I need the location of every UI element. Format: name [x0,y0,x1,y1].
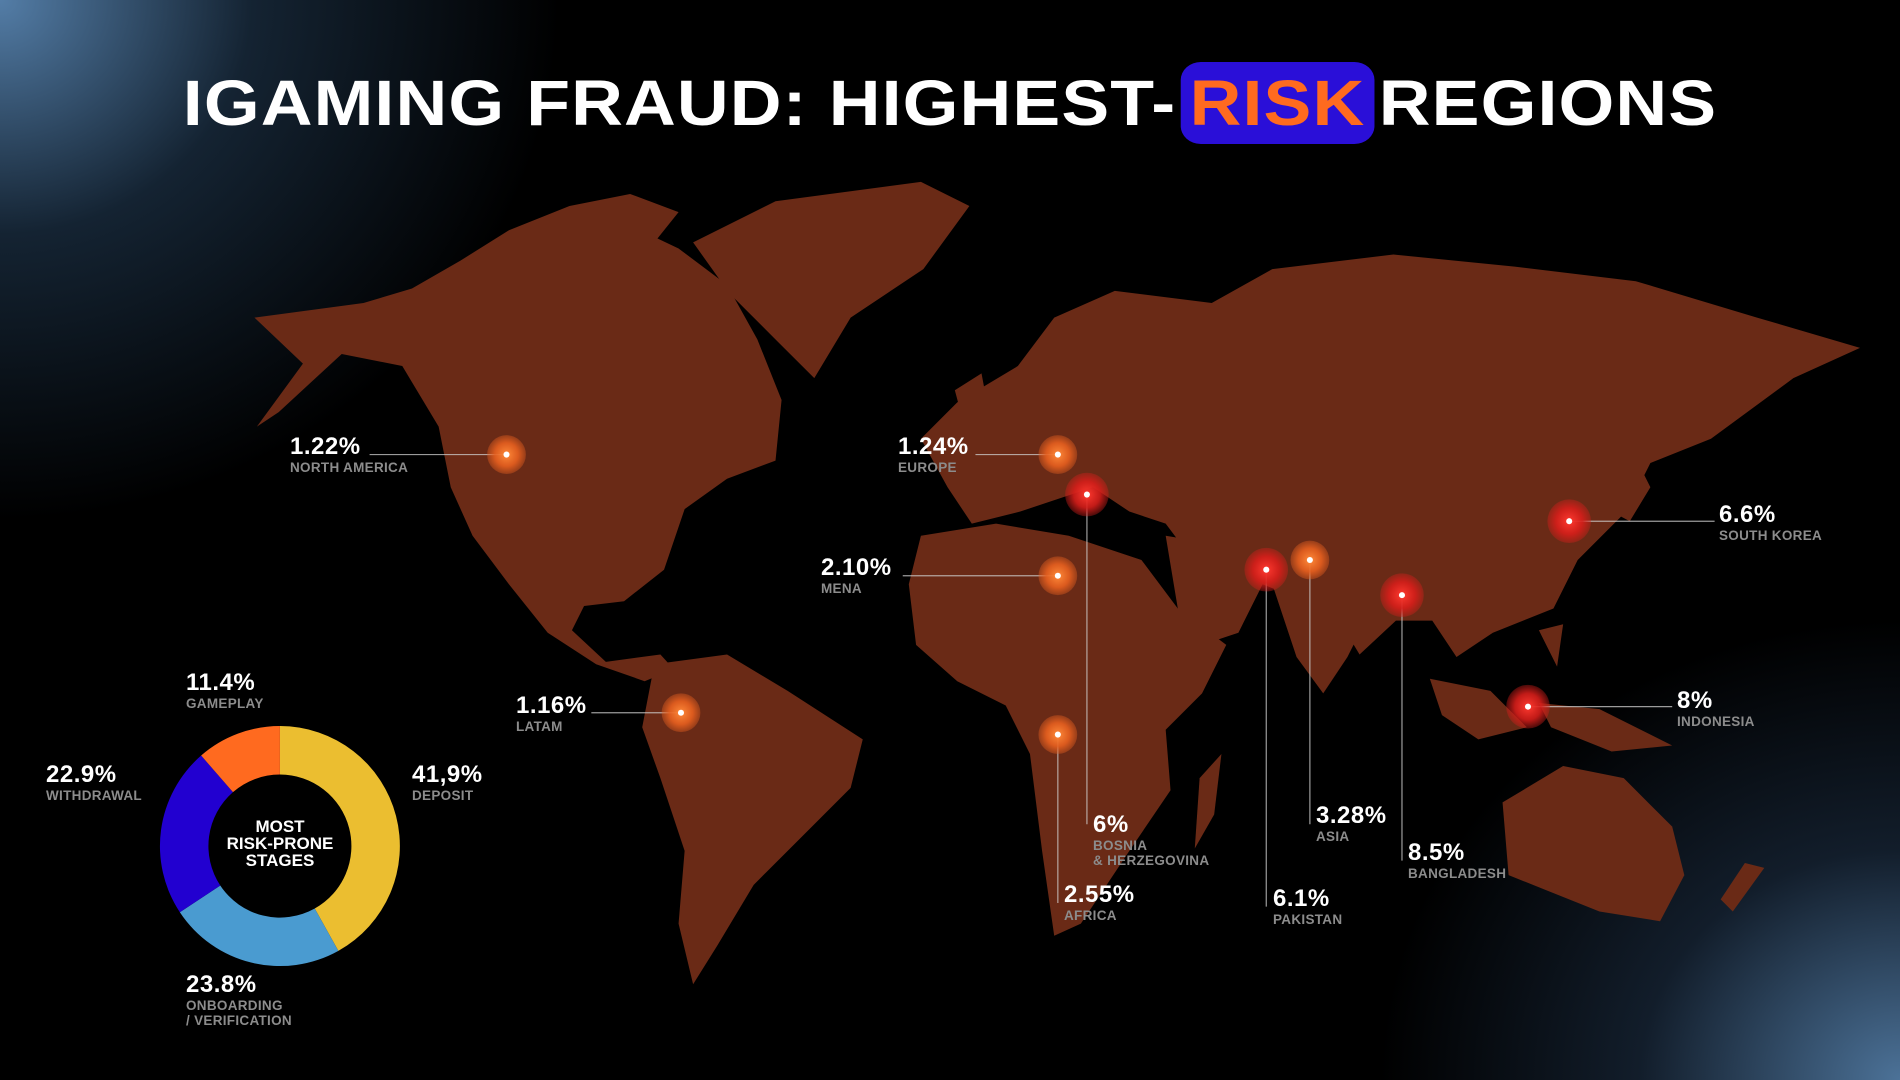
label-south-korea: 6.6% SOUTH KOREA [1719,501,1823,544]
region-name: SOUTH KOREA [1719,528,1823,543]
slice-value: 22.9% [46,761,117,788]
region-value: 6.1% [1273,885,1330,912]
slice-label-onboarding: 23.8% ONBOARDING / VERIFICATION [186,971,292,1029]
title-highlight: RISK [1180,62,1375,144]
region-name: INDONESIA [1677,714,1755,729]
slice-name: GAMEPLAY [186,696,264,711]
region-value: 3.28% [1316,802,1387,829]
slice-name: ONBOARDING [186,998,283,1013]
region-name: ASIA [1316,829,1350,844]
greenland [693,181,970,379]
label-pakistan: 6.1% PAKISTAN [1273,885,1343,928]
region-name-line2: & HERZEGOVINA [1093,853,1210,868]
marker-pakistan[interactable] [1244,547,1289,592]
south-america [642,654,863,985]
title-pre: IGAMING FRAUD: HIGHEST- [182,67,1177,139]
region-name: NORTH AMERICA [290,460,409,475]
label-latam: 1.16% LATAM [516,692,587,735]
marker-africa[interactable] [1038,715,1078,754]
region-value: 8% [1677,687,1713,714]
donut-slice-onboarding-verification [179,885,339,967]
region-value: 1.16% [516,692,587,719]
arctic-islands [460,193,679,261]
region-value: 6.6% [1719,501,1776,528]
region-name: EUROPE [898,460,957,475]
region-name: LATAM [516,719,563,734]
eurasia [920,254,1861,657]
marker-latam[interactable] [661,693,701,733]
region-value: 2.55% [1064,881,1135,908]
slice-name: WITHDRAWAL [46,788,142,803]
slice-value: 41,9% [412,761,483,788]
center-line: STAGES [245,851,315,870]
region-name: MENA [821,581,862,596]
new-zealand [1720,863,1765,912]
donut-slice-gameplay [201,726,280,793]
donut-chart [159,726,400,967]
slice-value: 11.4% [186,669,256,696]
donut-center-label: MOST RISK-PRONE STAGES [200,818,360,869]
marker-mena[interactable] [1038,556,1078,596]
donut-slice-deposit [279,726,400,951]
marker-bosnia[interactable] [1065,472,1109,517]
label-mena: 2.10% MENA [821,554,892,597]
slice-name: DEPOSIT [412,788,474,803]
region-value: 1.24% [898,433,969,460]
japan [1611,463,1651,522]
region-name: AFRICA [1064,908,1117,923]
marker-north-america[interactable] [487,435,526,474]
center-line: MOST [255,817,305,836]
slice-label-deposit: 41,9% DEPOSIT [412,761,483,804]
label-indonesia: 8% INDONESIA [1677,687,1755,730]
label-bangladesh: 8.5% BANGLADESH [1408,839,1507,882]
india [1272,572,1372,694]
label-asia: 3.28% ASIA [1316,802,1387,845]
marker-bangladesh[interactable] [1380,573,1424,617]
region-value: 2.10% [821,554,892,581]
slice-label-gameplay: 11.4% GAMEPLAY [186,669,264,712]
label-bosnia: 6% BOSNIA & HERZEGOVINA [1093,811,1210,869]
marker-south-korea[interactable] [1547,499,1592,544]
page-title: IGAMING FRAUD: HIGHEST- RISK REGIONS [0,62,1900,144]
region-value: 8.5% [1408,839,1465,866]
region-name: BOSNIA [1093,838,1148,853]
uk [954,373,989,427]
marker-europe[interactable] [1038,435,1078,474]
marker-indonesia[interactable] [1506,684,1550,729]
slice-label-withdrawal: 22.9% WITHDRAWAL [46,761,142,804]
australia [1502,766,1685,922]
markers [487,435,1592,754]
region-name: BANGLADESH [1408,866,1507,881]
title-post: REGIONS [1378,67,1718,139]
region-value: 6% [1093,811,1129,838]
label-africa: 2.55% AFRICA [1064,881,1135,924]
region-name: PAKISTAN [1273,912,1343,927]
marker-asia[interactable] [1290,540,1330,580]
region-value: 1.22% [290,433,361,460]
madagascar [1194,753,1222,849]
slice-name-line2: / VERIFICATION [186,1013,292,1028]
donut-slice-withdrawal [159,755,233,913]
slice-value: 23.8% [186,971,257,998]
label-north-america: 1.22% NORTH AMERICA [290,433,409,476]
label-europe: 1.24% EUROPE [898,433,969,476]
arabia [1165,535,1263,645]
center-line: RISK-PRONE [226,834,334,853]
southeast-asia [1429,624,1673,752]
